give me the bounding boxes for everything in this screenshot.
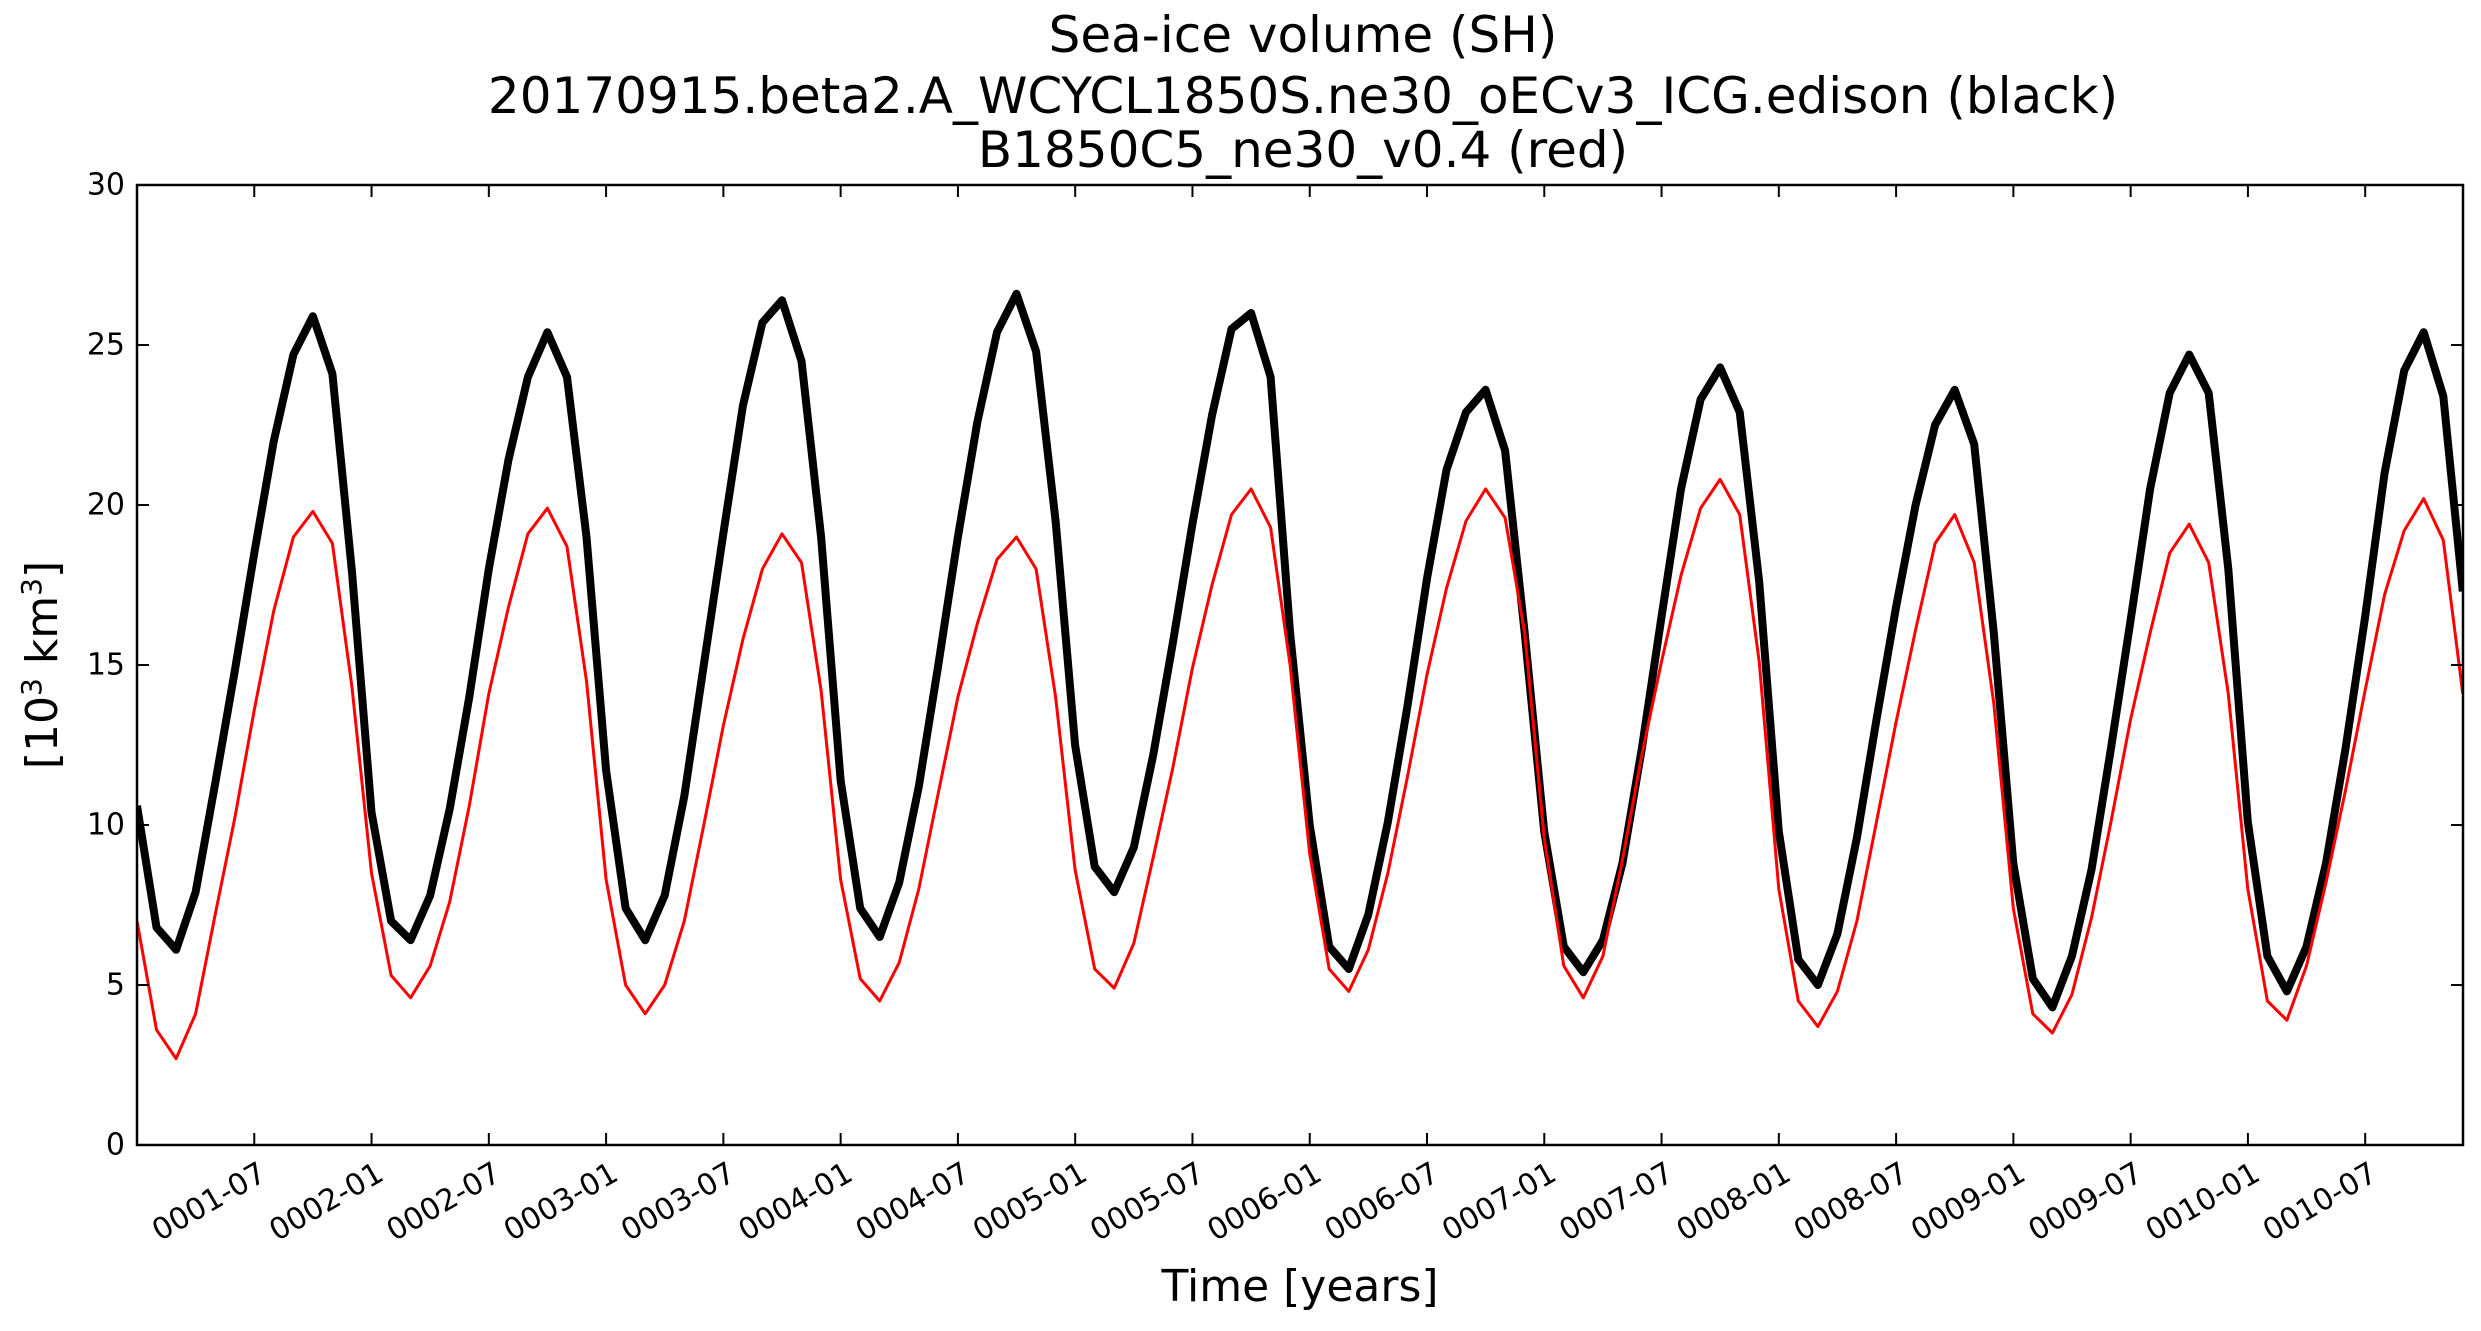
x-tick-label: 0009-07	[2023, 1156, 2149, 1249]
x-tick-label: 0010-01	[2140, 1156, 2266, 1249]
y-tick-label: 25	[87, 328, 125, 363]
x-tick-label: 0005-01	[967, 1156, 1093, 1249]
x-tick-label: 0002-07	[381, 1156, 507, 1249]
x-tick-label: 0006-07	[1319, 1156, 1445, 1249]
series-line-black	[137, 289, 2463, 1012]
x-tick-label: 0007-07	[1553, 1156, 1679, 1249]
x-tick-label: 0004-07	[850, 1156, 976, 1249]
x-axis-label: Time [years]	[1160, 1261, 1438, 1312]
x-tick-label: 0002-01	[263, 1156, 389, 1249]
x-tick-label: 0007-01	[1436, 1156, 1562, 1249]
series-layer	[137, 289, 2463, 1061]
y-tick-label: 20	[87, 488, 125, 523]
x-tick-label: 0003-01	[498, 1156, 624, 1249]
y-tick-label: 15	[87, 648, 125, 683]
y-tick-label: 10	[87, 808, 125, 843]
x-tick-label: 0003-07	[615, 1156, 741, 1249]
plot-frame	[135, 183, 2465, 1147]
x-tick-label: 0010-07	[2257, 1156, 2383, 1249]
chart-title-line-1: Sea-ice volume (SH)	[1049, 6, 1558, 64]
y-axis: 0 5 10 15 20 25 30	[87, 168, 2463, 1163]
y-tick-label: 5	[106, 968, 125, 1003]
y-tick-label: 30	[87, 168, 125, 203]
x-tick-label: 0008-01	[1671, 1156, 1797, 1249]
x-tick-label: 0006-01	[1202, 1156, 1328, 1249]
chart-title-line-2: 20170915.beta2.A_WCYCL1850S.ne30_oECv3_I…	[488, 67, 2118, 125]
x-tick-label: 0001-07	[146, 1156, 272, 1249]
x-tick-label: 0008-07	[1788, 1156, 1914, 1249]
x-tick-label: 0009-01	[1905, 1156, 2031, 1249]
series-line-red	[137, 477, 2463, 1061]
chart-title-line-3: B1850C5_ne30_v0.4 (red)	[978, 121, 1628, 179]
x-tick-label: 0005-07	[1084, 1156, 1210, 1249]
y-axis-label: [103 km3]	[15, 561, 68, 769]
x-tick-label: 0004-01	[733, 1156, 859, 1249]
y-tick-label: 0	[106, 1128, 125, 1163]
